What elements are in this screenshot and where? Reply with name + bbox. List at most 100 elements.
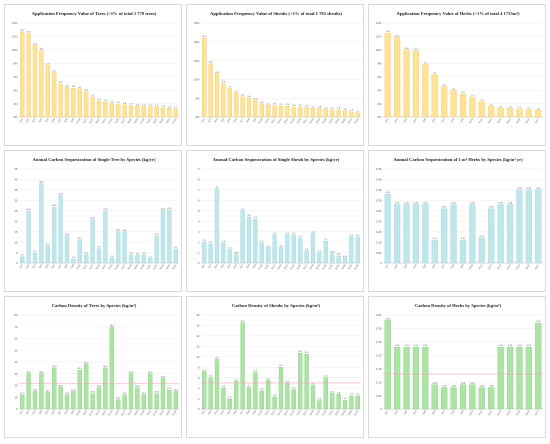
x-category-label: Sp21 xyxy=(328,117,334,124)
y-tick-label: 0.40 xyxy=(376,178,382,182)
y-tick-label: 6 xyxy=(198,199,200,203)
y-tick-label: 80 xyxy=(14,313,18,317)
x-category-label: Sp10 xyxy=(258,409,264,416)
x-category-label: Sp16 xyxy=(296,117,302,124)
data-label: 0.26 xyxy=(442,207,447,209)
data-label: 7.1 xyxy=(215,187,219,189)
bar xyxy=(45,392,50,410)
data-label: 6.0 xyxy=(209,376,213,378)
data-label: 6.3 xyxy=(235,91,239,93)
data-label: 38.0 xyxy=(84,362,89,364)
bar xyxy=(497,347,504,410)
data-label: 12.7 xyxy=(20,30,25,32)
bar xyxy=(342,110,348,118)
chart-svg: Carbon Density of Herbs by Species (kg/m… xyxy=(376,303,543,416)
x-category-label: Sp16 xyxy=(114,263,120,270)
bar xyxy=(497,204,504,264)
data-label: 6.9 xyxy=(97,247,101,249)
bar xyxy=(240,96,245,118)
chart-title: Annual Carbon Sequestration of Single Sh… xyxy=(213,157,340,162)
data-label: 1.5 xyxy=(155,105,159,107)
x-category-label: Sp20 xyxy=(140,117,146,124)
y-tick-label: 0.30 xyxy=(376,327,382,331)
bar xyxy=(450,204,457,264)
x-category-label: Sp5 xyxy=(227,263,232,269)
bar xyxy=(422,347,429,410)
x-category-label: Sp10 xyxy=(468,409,474,416)
data-label: 3.9 xyxy=(452,89,456,91)
data-label: 4.9 xyxy=(59,82,63,84)
bar xyxy=(450,387,457,410)
bar xyxy=(323,109,328,118)
data-label: 0.28 xyxy=(423,203,428,205)
data-label: 0.23 xyxy=(517,345,522,347)
data-label: 1.5 xyxy=(279,245,283,247)
data-label: 11.5 xyxy=(215,72,220,74)
data-label: 2.2 xyxy=(104,100,108,102)
bar xyxy=(259,243,264,264)
x-category-label: Sp3 xyxy=(214,117,219,123)
bar xyxy=(90,393,95,410)
x-category-label: Sp9 xyxy=(460,117,465,123)
data-label: 32.3 xyxy=(58,194,63,196)
y-tick-label: 4 xyxy=(198,386,200,390)
data-label: 0.23 xyxy=(499,345,504,347)
chart-title: Carbon Density of Shrubs by Species (kg/… xyxy=(232,303,321,308)
x-category-label: Sp11 xyxy=(82,263,88,270)
data-label: 0.09 xyxy=(461,383,466,385)
x-category-label: Sp4 xyxy=(413,117,418,123)
y-tick-label: 0% xyxy=(195,115,200,119)
bar xyxy=(141,254,146,264)
x-category-label: Sp24 xyxy=(165,263,171,270)
x-category-label: Sp19 xyxy=(315,263,321,270)
data-label: 13.0 xyxy=(65,234,70,236)
x-category-label: Sp4 xyxy=(38,263,43,269)
bar xyxy=(317,108,322,118)
x-category-label: Sp11 xyxy=(264,263,270,270)
x-category-label: Sp22 xyxy=(153,409,159,416)
data-label: 38.0 xyxy=(39,182,44,184)
data-label: 1.6 xyxy=(136,104,140,106)
data-label: 12.9 xyxy=(154,234,159,236)
data-label: 0.28 xyxy=(404,203,409,205)
x-category-label: Sp12 xyxy=(487,117,493,124)
bar xyxy=(330,393,335,410)
bar xyxy=(116,231,121,264)
x-category-label: Sp1 xyxy=(201,263,206,269)
x-category-label: Sp23 xyxy=(159,409,165,416)
data-label: 0.11 xyxy=(433,238,438,240)
bar xyxy=(516,189,523,264)
data-label: 2.8 xyxy=(337,392,341,394)
x-category-label: Sp8 xyxy=(246,117,251,123)
data-label: 1.1 xyxy=(527,108,531,110)
x-category-label: Sp17 xyxy=(303,409,309,416)
bar xyxy=(90,219,95,264)
x-category-label: Sp1 xyxy=(19,409,24,415)
bar xyxy=(58,83,63,118)
bar xyxy=(317,400,322,410)
x-category-label: Sp12 xyxy=(487,263,493,270)
bar xyxy=(116,399,121,410)
data-label: 0.35 xyxy=(517,188,522,190)
x-category-label: Sp13 xyxy=(497,409,503,416)
y-tick-label: 15 xyxy=(14,230,18,234)
y-tick-label: 8% xyxy=(377,61,382,65)
x-category-label: Sp17 xyxy=(121,117,127,124)
y-tick-label: 6% xyxy=(13,75,18,79)
x-category-label: Sp4 xyxy=(220,117,225,123)
data-label: 18.0 xyxy=(135,386,140,388)
bar xyxy=(122,394,127,410)
y-tick-label: 20% xyxy=(194,40,200,44)
bar xyxy=(516,108,523,118)
x-category-label: Sp5 xyxy=(227,117,232,123)
data-label: 2.5 xyxy=(350,394,354,396)
data-label: 12.5 xyxy=(386,31,391,33)
bar xyxy=(109,103,114,118)
bar xyxy=(355,395,360,410)
bar xyxy=(221,387,226,410)
bar xyxy=(234,381,239,410)
y-tick-label: 8 xyxy=(198,365,200,369)
bar xyxy=(32,45,38,118)
data-label: 9.9 xyxy=(40,49,44,51)
